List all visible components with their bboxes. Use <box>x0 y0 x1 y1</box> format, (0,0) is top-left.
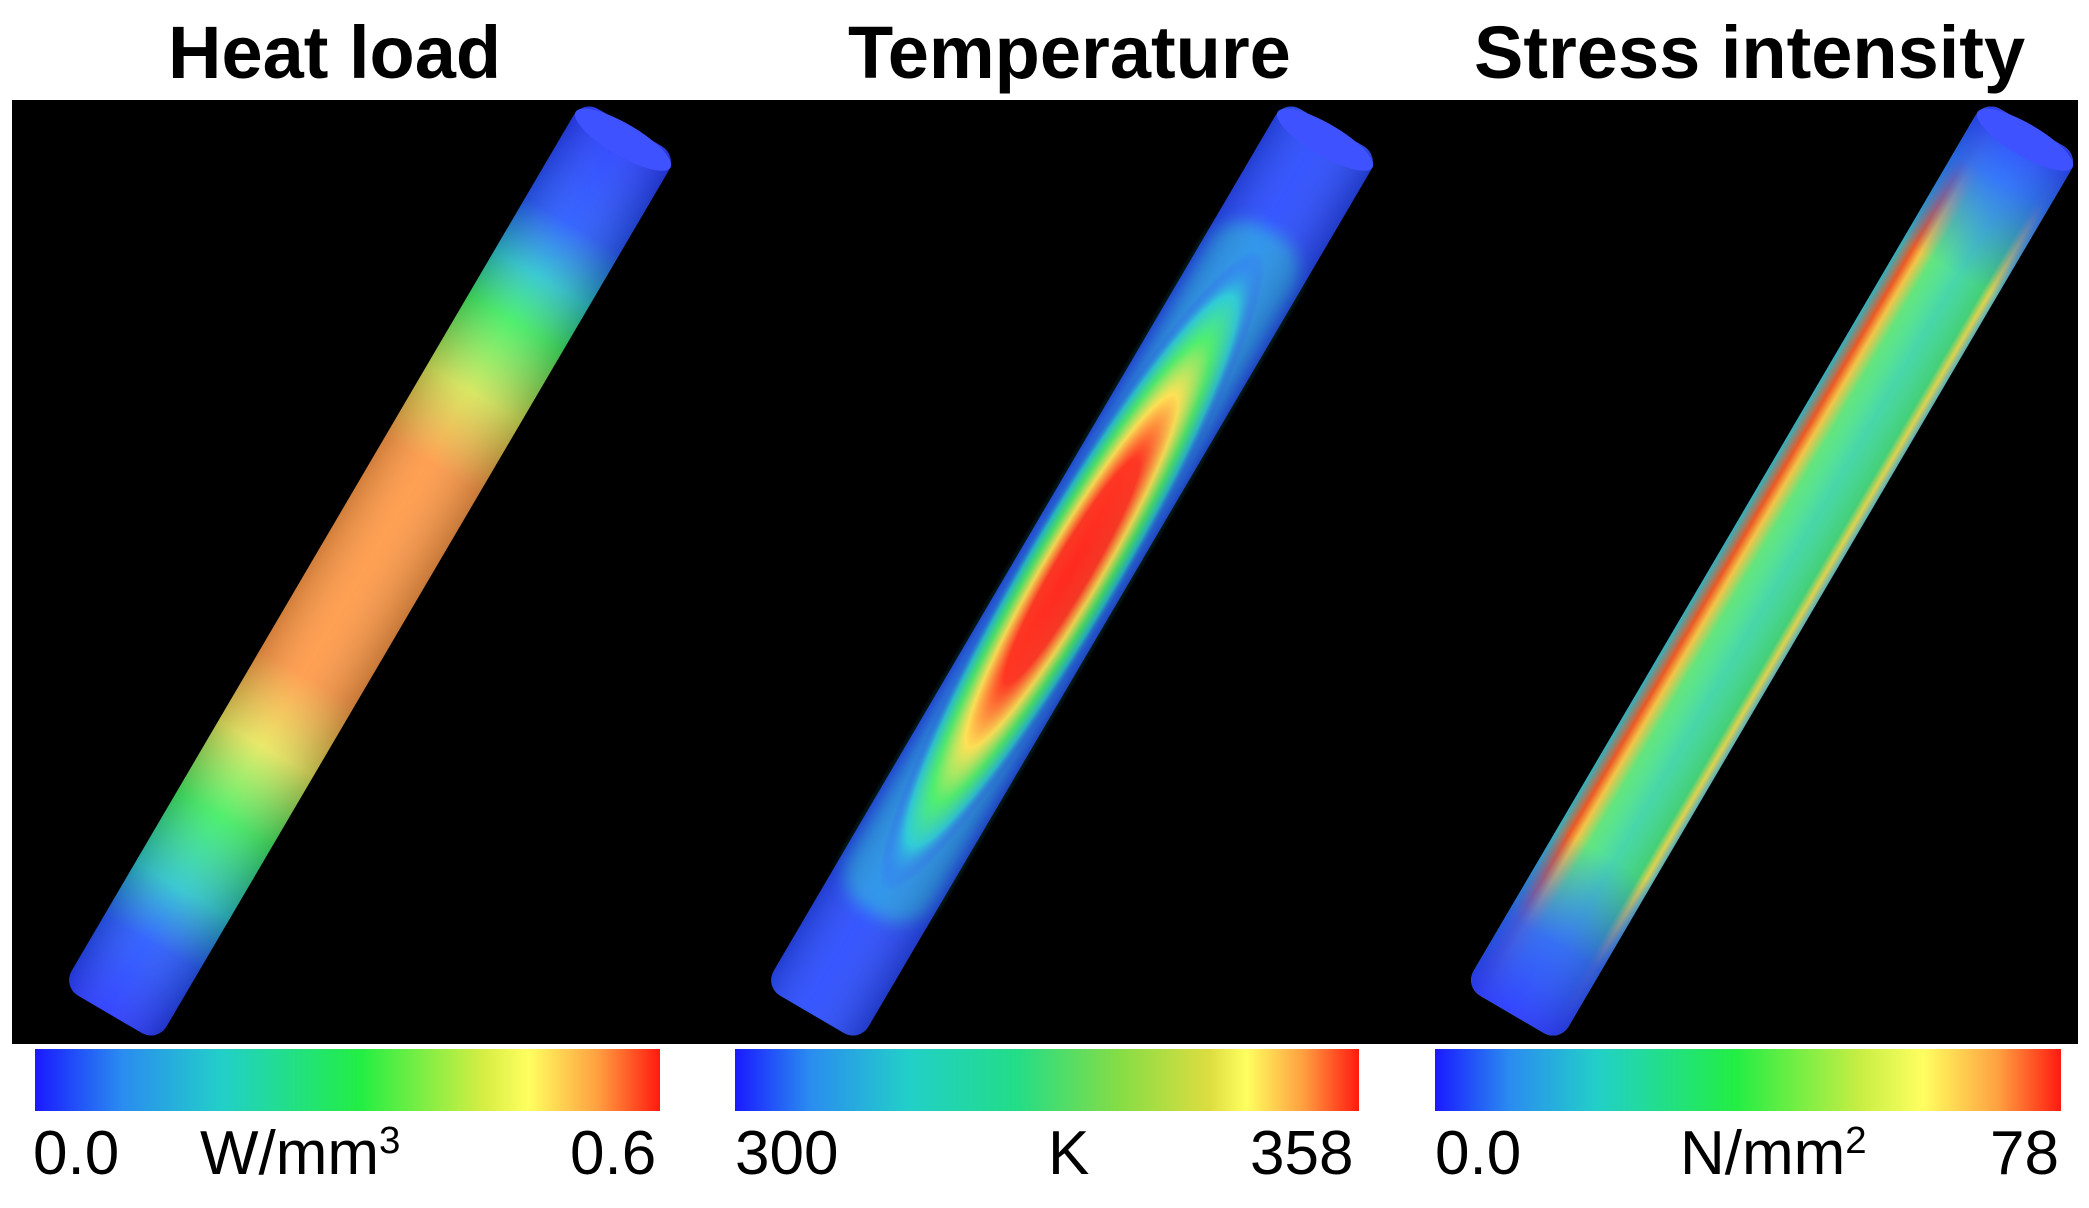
heat-load-unit-base: W/mm <box>200 1119 380 1188</box>
stress-intensity-unit-exponent: 2 <box>1845 1118 1867 1162</box>
stress-intensity-unit-base: N/mm <box>1680 1119 1846 1188</box>
heat-load-rod <box>69 106 672 1036</box>
simulation-render-area <box>12 100 2078 1044</box>
temperature-unit-label: K <box>1048 1116 1089 1192</box>
panel-title-temperature: Temperature <box>848 11 1291 94</box>
heat-load-unit-exponent: 3 <box>379 1118 401 1162</box>
temperature-min-label: 300 <box>735 1119 839 1188</box>
stress-intensity-rod <box>1471 106 2074 1036</box>
temperature-colorbar <box>735 1049 1359 1111</box>
heat-load-min-label: 0.0 <box>33 1119 120 1188</box>
heat-load-unit-label: W/mm3 <box>200 1116 400 1192</box>
temperature-unit-base: K <box>1048 1119 1090 1188</box>
panel-title-stress-intensity: Stress intensity <box>1474 11 2026 94</box>
temperature-max-label: 358 <box>1250 1119 1354 1188</box>
stress-intensity-max-label: 78 <box>1990 1119 2059 1188</box>
stress-intensity-colorbar <box>1435 1049 2061 1111</box>
stress-intensity-min-label: 0.0 <box>1435 1119 1522 1188</box>
panel-title-heat-load: Heat load <box>168 11 502 94</box>
stress-intensity-unit-label: N/mm2 <box>1680 1116 1867 1192</box>
heat-load-max-label: 0.6 <box>570 1119 657 1188</box>
heat-load-colorbar <box>35 1049 660 1111</box>
temperature-rod <box>771 106 1374 1036</box>
